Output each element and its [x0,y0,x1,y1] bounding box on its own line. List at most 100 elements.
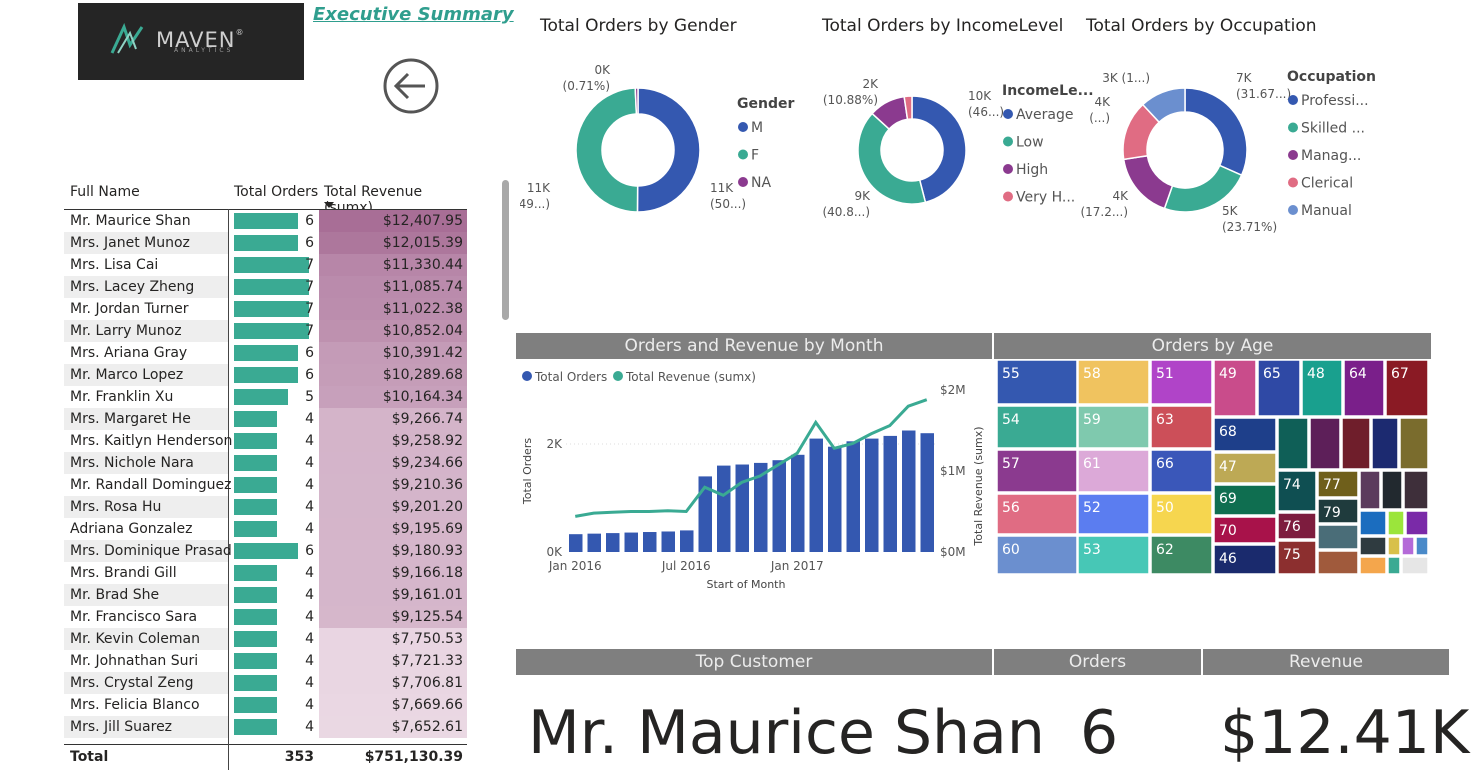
treemap-cell-age-67[interactable]: 67 [1385,359,1429,417]
orders-bar[interactable] [828,446,842,552]
treemap-cell-age-52[interactable]: 52 [1077,493,1150,535]
treemap-cell[interactable] [1399,417,1429,470]
table-row[interactable]: Mr. Maurice Shan 6 $12,407.95 [64,210,467,232]
table-row[interactable]: Mrs. Crystal Zeng 4 $7,706.81 [64,672,467,694]
treemap-cell-age-79[interactable]: 79 [1317,498,1359,524]
treemap-cell-age-77[interactable]: 77 [1317,470,1359,498]
legend-item[interactable]: Professi... [1301,93,1369,109]
table-row[interactable]: Mr. Brad She 4 $9,161.01 [64,584,467,606]
table-row[interactable]: Mrs. Janet Munoz 6 $12,015.39 [64,232,467,254]
table-row[interactable]: Mrs. Dominique Prasad 6 $9,180.93 [64,540,467,562]
orders-bar[interactable] [920,433,935,552]
treemap-cell-age-53[interactable]: 53 [1077,535,1150,575]
table-row[interactable]: Mr. Larry Munoz 7 $10,852.04 [64,320,467,342]
treemap-cell-age-61[interactable]: 61 [1077,449,1150,493]
orders-bar[interactable] [698,476,713,552]
treemap-cell-age-69[interactable]: 69 [1213,484,1277,516]
donut-slice-average[interactable] [911,95,967,204]
orders-bar[interactable] [809,438,824,552]
treemap-cell-age-76[interactable]: 76 [1277,512,1317,540]
orders-bar[interactable] [661,531,676,552]
treemap-cell[interactable] [1317,550,1359,575]
donut-slice-f[interactable] [575,87,639,213]
orders-bar[interactable] [791,454,805,552]
table-row[interactable]: Mr. Marco Lopez 6 $10,289.68 [64,364,467,386]
treemap-cell-age-51[interactable]: 51 [1150,359,1213,405]
donut-slice-manual[interactable] [1141,87,1186,124]
treemap-cell[interactable] [1387,536,1401,556]
orders-bar[interactable] [587,533,602,552]
orders-bar[interactable] [569,534,583,552]
treemap-cell[interactable] [1387,510,1405,536]
donut-slice-m[interactable] [636,87,701,213]
legend-revenue[interactable]: Total Revenue (sumx) [625,370,756,384]
donut-slice-manag[interactable] [1122,154,1174,210]
table-row[interactable]: Mrs. Lacey Zheng 7 $11,085.74 [64,276,467,298]
orders-bar[interactable] [606,533,620,552]
orders-bar[interactable] [717,465,731,552]
treemap-cell[interactable] [1387,556,1401,575]
donut-slice-veryh[interactable] [903,95,913,121]
orders-bar[interactable] [735,464,750,552]
table-row[interactable]: Mr. Randall Dominguez 4 $9,210.36 [64,474,467,496]
col-header-total-orders[interactable]: Total Orders [234,184,319,200]
treemap-cell[interactable] [1401,536,1415,556]
legend-item[interactable]: Manag... [1301,148,1361,164]
legend-item[interactable]: Low [1016,135,1044,151]
legend-item[interactable]: Average [1016,107,1074,123]
orders-bar[interactable] [902,430,916,553]
treemap-cell[interactable] [1317,524,1359,550]
treemap-cell-age-75[interactable]: 75 [1277,540,1317,575]
table-row[interactable]: Mrs. Jill Suarez 4 $7,652.61 [64,716,467,738]
orders-bar[interactable] [680,530,694,552]
legend-item[interactable]: F [751,148,759,164]
treemap-cell[interactable] [1359,470,1381,510]
treemap-cell-age-57[interactable]: 57 [996,449,1078,493]
treemap-cell[interactable] [1403,470,1429,510]
orders-bar[interactable] [772,460,787,552]
back-arrow-icon[interactable] [383,58,439,114]
table-row[interactable]: Mr. Kevin Coleman 4 $7,750.53 [64,628,467,650]
table-row[interactable]: Mrs. Brandi Gill 4 $9,166.18 [64,562,467,584]
table-scrollbar[interactable] [502,180,509,320]
table-row[interactable]: Adriana Gonzalez 4 $9,195.69 [64,518,467,540]
treemap-cell-age-66[interactable]: 66 [1150,449,1213,493]
legend-orders[interactable]: Total Orders [534,370,607,384]
legend-item[interactable]: M [751,120,763,136]
table-row[interactable]: Mr. Jordan Turner 7 $11,022.38 [64,298,467,320]
legend-item[interactable]: Very H... [1016,190,1075,206]
orders-bar[interactable] [624,532,639,552]
legend-item[interactable]: NA [751,175,771,191]
revenue-line[interactable] [574,398,928,518]
col-header-full-name[interactable]: Full Name [70,184,140,200]
legend-item[interactable]: High [1016,162,1048,178]
table-row[interactable]: Mr. Johnathan Suri 4 $7,721.33 [64,650,467,672]
treemap-cell[interactable] [1359,510,1387,536]
legend-item[interactable]: Skilled ... [1301,121,1365,137]
treemap-cell-age-64[interactable]: 64 [1343,359,1385,417]
donut-slice-professi[interactable] [1184,87,1248,177]
legend-item[interactable]: Manual [1301,203,1352,219]
orders-bar[interactable] [865,438,879,552]
treemap-cell-age-74[interactable]: 74 [1277,470,1317,512]
treemap-cell-age-58[interactable]: 58 [1077,359,1150,405]
treemap-cell[interactable] [1359,536,1387,556]
treemap-cell[interactable] [1401,556,1429,575]
table-row[interactable]: Mrs. Nichole Nara 4 $9,234.66 [64,452,467,474]
treemap-cell-age-48[interactable]: 48 [1301,359,1343,417]
orders-bar[interactable] [883,435,898,552]
treemap-cell[interactable] [1277,417,1309,470]
treemap-cell-age-50[interactable]: 50 [1150,493,1213,535]
treemap-cell-age-56[interactable]: 56 [996,493,1078,535]
treemap-cell[interactable] [1405,510,1429,536]
treemap-cell[interactable] [1381,470,1403,510]
treemap-cell-age-55[interactable]: 55 [996,359,1078,405]
treemap-cell[interactable] [1415,536,1429,556]
treemap-cell[interactable] [1359,556,1387,575]
treemap-cell-age-46[interactable]: 46 [1213,544,1277,575]
donut-slice-low[interactable] [857,112,927,205]
treemap-cell-age-68[interactable]: 68 [1213,417,1277,452]
table-row[interactable]: Mrs. Margaret He 4 $9,266.74 [64,408,467,430]
treemap-cell-age-49[interactable]: 49 [1213,359,1257,417]
table-row[interactable]: Mrs. Lisa Cai 7 $11,330.44 [64,254,467,276]
